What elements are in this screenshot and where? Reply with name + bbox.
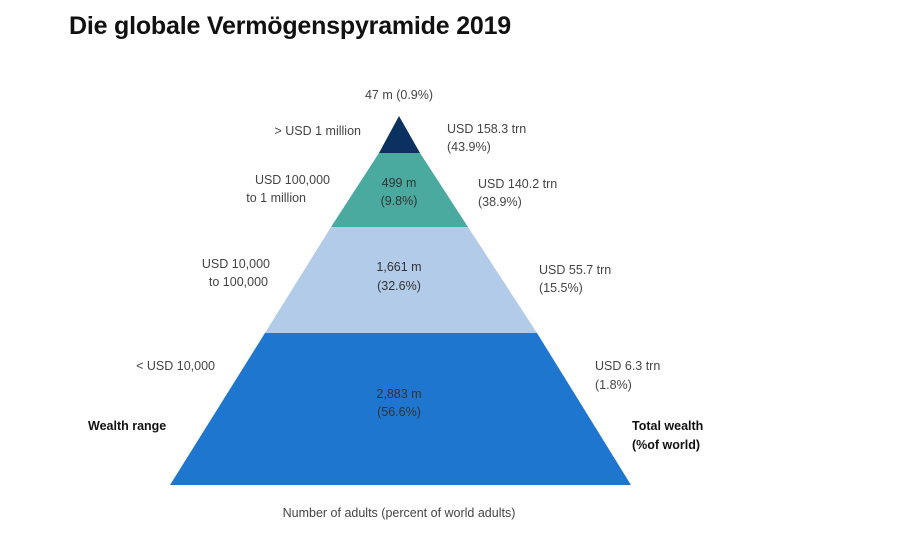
adults-label-4: 2,883 m [376, 387, 421, 401]
pyramid-band-2 [331, 153, 468, 227]
adults-pct-2: (9.8%) [381, 194, 418, 208]
total-wealth-axis-label-1: Total wealth [632, 419, 703, 433]
wealth-pct-2: (38.9%) [478, 195, 522, 209]
adults-pct-4: (56.6%) [377, 405, 421, 419]
pyramid-band-3 [265, 227, 537, 333]
adults-label-3: 1,661 m [376, 260, 421, 274]
wealth-label-3: USD 55.7 trn [539, 263, 611, 277]
total-wealth-axis-label-2: (%of world) [632, 438, 700, 452]
chart-title: Die globale Vermögenspyramide 2019 [69, 12, 512, 40]
wealth-range-axis-label: Wealth range [88, 419, 166, 433]
adults-axis-label: Number of adults (percent of world adult… [283, 506, 516, 520]
adults-label-top: 47 m (0.9%) [365, 88, 433, 102]
wealth-pct-4: (1.8%) [595, 378, 632, 392]
wealth-label-2: USD 140.2 trn [478, 177, 557, 191]
range-label-2a: USD 100,000 [255, 173, 330, 187]
wealth-pct-1: (43.9%) [447, 140, 491, 154]
range-label-1: > USD 1 million [275, 124, 362, 138]
wealth-label-1: USD 158.3 trn [447, 122, 526, 136]
range-label-4: < USD 10,000 [136, 359, 215, 373]
pyramid-band-bottom [170, 333, 631, 485]
range-label-2b: to 1 million [246, 191, 306, 205]
adults-label-2: 499 m [382, 176, 417, 190]
pyramid-band-top [379, 116, 420, 153]
range-label-3a: USD 10,000 [202, 257, 270, 271]
adults-pct-3: (32.6%) [377, 279, 421, 293]
wealth-pct-3: (15.5%) [539, 281, 583, 295]
range-label-3b: to 100,000 [209, 275, 268, 289]
wealth-label-4: USD 6.3 trn [595, 359, 660, 373]
